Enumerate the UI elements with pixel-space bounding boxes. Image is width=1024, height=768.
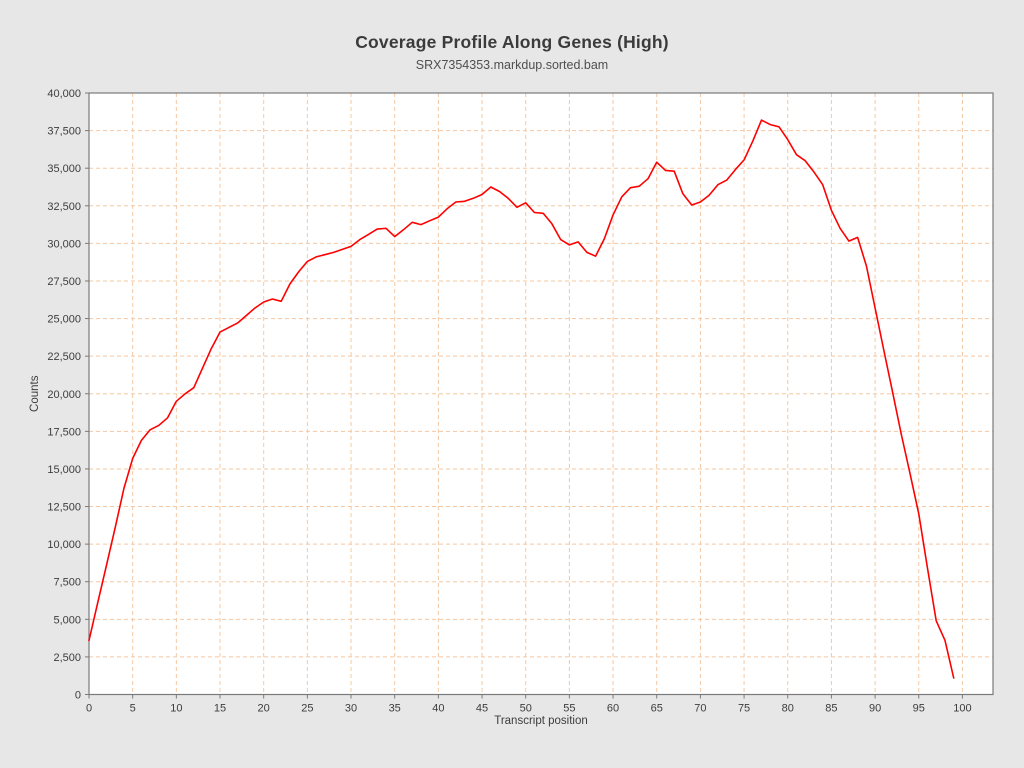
svg-text:60: 60 <box>607 703 619 715</box>
y-axis-label: Counts <box>29 375 41 412</box>
svg-text:22,500: 22,500 <box>47 351 81 363</box>
x-axis-label: Transcript position <box>494 715 588 727</box>
svg-text:0: 0 <box>86 703 92 715</box>
chart-subtitle: SRX7354353.markdup.sorted.bam <box>415 58 609 72</box>
svg-text:12,500: 12,500 <box>47 502 81 514</box>
axis-ticks <box>85 92 963 699</box>
svg-text:30: 30 <box>345 703 357 715</box>
chart-title: Coverage Profile Along Genes (High) <box>355 32 669 52</box>
svg-text:5: 5 <box>130 703 136 715</box>
svg-text:80: 80 <box>782 703 794 715</box>
y-tick-labels: 0 2,500 5,000 7,500 10,000 12,500 15,000 17,500… <box>47 88 81 702</box>
svg-text:0: 0 <box>75 690 81 702</box>
svg-text:70: 70 <box>694 703 706 715</box>
svg-text:40: 40 <box>432 703 444 715</box>
svg-text:35: 35 <box>389 703 401 715</box>
svg-text:5,000: 5,000 <box>53 614 81 626</box>
svg-text:20: 20 <box>258 703 270 715</box>
svg-text:20,000: 20,000 <box>47 389 81 401</box>
svg-text:50: 50 <box>520 703 532 715</box>
svg-text:55: 55 <box>563 703 575 715</box>
svg-text:25: 25 <box>301 703 313 715</box>
svg-text:30,000: 30,000 <box>47 238 81 250</box>
svg-text:7,500: 7,500 <box>53 577 81 589</box>
svg-text:15: 15 <box>214 703 226 715</box>
svg-text:85: 85 <box>825 703 837 715</box>
svg-text:32,500: 32,500 <box>47 201 81 213</box>
svg-text:10: 10 <box>170 703 182 715</box>
svg-text:27,500: 27,500 <box>47 276 81 288</box>
svg-text:75: 75 <box>738 703 750 715</box>
x-tick-labels: 0 5 10 15 20 25 30 35 40 45 50 55 60 65 70 75 80 85 90 95 10… <box>86 703 972 715</box>
svg-text:2,500: 2,500 <box>53 652 81 664</box>
svg-text:45: 45 <box>476 703 488 715</box>
svg-text:90: 90 <box>869 703 881 715</box>
coverage-line <box>88 119 955 679</box>
svg-text:15,000: 15,000 <box>47 464 81 476</box>
svg-text:17,500: 17,500 <box>47 426 81 438</box>
svg-text:100: 100 <box>953 703 971 715</box>
gridlines <box>89 92 993 695</box>
svg-text:25,000: 25,000 <box>47 314 81 326</box>
svg-text:65: 65 <box>651 703 663 715</box>
svg-text:40,000: 40,000 <box>47 88 81 100</box>
svg-text:35,000: 35,000 <box>47 163 81 175</box>
svg-text:37,500: 37,500 <box>47 126 81 138</box>
axis-labels: Transcript position Counts <box>29 375 588 727</box>
svg-text:10,000: 10,000 <box>47 539 81 551</box>
svg-text:95: 95 <box>913 703 925 715</box>
